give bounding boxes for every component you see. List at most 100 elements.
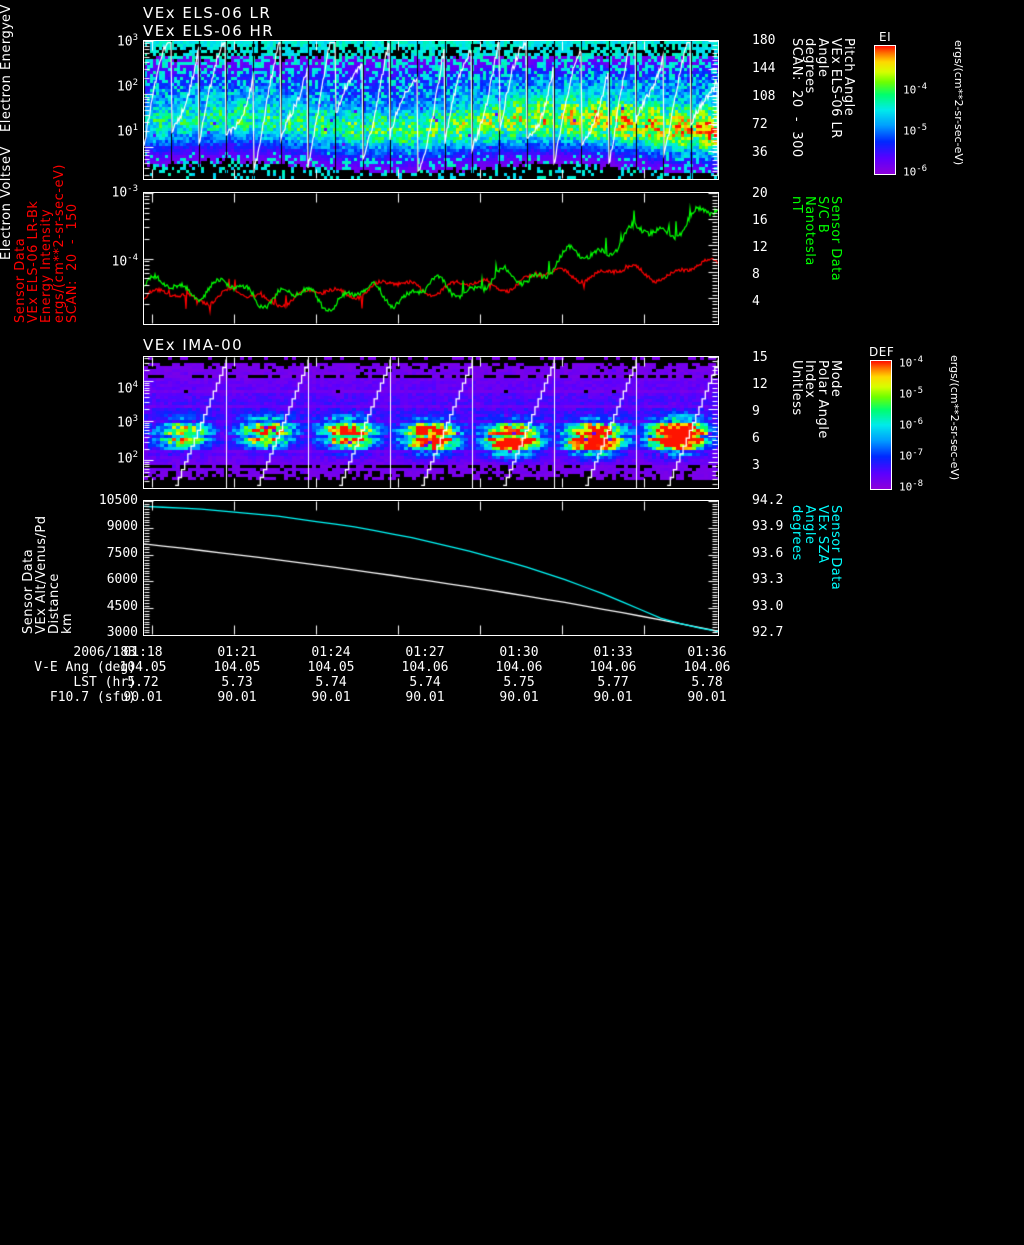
ima-right-label-line3: Unitless xyxy=(789,360,804,416)
ima-left-label-line1: eV xyxy=(0,146,14,165)
ima-right-tick-6: 6 xyxy=(752,431,760,446)
sza-right-tick-933: 93.3 xyxy=(752,572,784,587)
def-colorbar-title: DEF xyxy=(869,345,895,359)
els-left-axis-label: Electron Energy eV xyxy=(0,0,34,132)
bottom-cell-veang-5: 104.06 xyxy=(589,660,637,675)
els-right-axis-label: Pitch Angle VEx ELS-06 LR Angle degrees … xyxy=(789,38,856,184)
def-colorbar xyxy=(870,360,892,490)
b-right-label-line3: nT xyxy=(789,196,804,214)
ima-right-label-line1: Polar Angle xyxy=(815,360,830,439)
ei-left-label-line4: SCAN: 20 - 150 xyxy=(65,203,80,323)
els-right-tick-180: 180 xyxy=(752,33,776,48)
els-right-tick-144: 144 xyxy=(752,61,776,76)
sza-right-tick-927: 92.7 xyxy=(752,625,784,640)
energy-intensity-mag-panel[interactable] xyxy=(143,192,719,325)
ima-right-axis-label: Mode Polar Angle Index Unitless xyxy=(789,360,843,488)
bottom-cell-veang-4: 104.06 xyxy=(495,660,543,675)
panel1-title-lr: VEx ELS-06 LR xyxy=(143,4,272,22)
bottom-cell-lst-1: 5.73 xyxy=(221,675,253,690)
altitude-sza-panel[interactable] xyxy=(143,500,719,636)
altitude-sza-canvas xyxy=(144,501,718,635)
ima-left-axis-label: Electron Volts eV xyxy=(0,132,34,260)
bottom-row-label-date: 2006/183 xyxy=(73,645,136,660)
ima-right-tick-3: 3 xyxy=(752,458,760,473)
els-right-label-line1: VEx ELS-06 LR xyxy=(828,38,843,139)
ima-right-tick-12: 12 xyxy=(752,377,768,392)
bottom-cell-lst-6: 5.78 xyxy=(691,675,723,690)
bottom-row-label-f107: F10.7 (sfu) xyxy=(49,690,136,705)
def-colorbar-tick-1e-4: 10-4 xyxy=(899,355,924,370)
ima-right-tick-15: 15 xyxy=(752,350,768,365)
bottom-cell-time-5: 01:33 xyxy=(593,645,633,660)
els-left-axis-label-line1: eV xyxy=(0,3,14,22)
els-right-label-line0: Pitch Angle xyxy=(841,38,856,117)
def-colorbar-tick-1e-7: 10-7 xyxy=(899,448,924,463)
energy-intensity-mag-canvas xyxy=(144,193,718,324)
els-right-label-line4: SCAN: 20 - 300 xyxy=(789,38,804,158)
alt-ytick-7500: 7500 xyxy=(106,546,138,561)
ei-ytick-1e-3: 10-3 xyxy=(111,184,139,201)
alt-ytick-9000: 9000 xyxy=(106,519,138,534)
bottom-cell-veang-3: 104.06 xyxy=(401,660,449,675)
ei-colorbar-title: EI xyxy=(879,30,892,44)
panel3-title: VEx IMA-00 xyxy=(143,336,244,354)
els-right-tick-108: 108 xyxy=(752,89,776,104)
els-spectrogram-panel[interactable] xyxy=(143,40,719,180)
bottom-cell-veang-6: 104.06 xyxy=(683,660,731,675)
bottom-cell-f107-3: 90.01 xyxy=(405,690,445,705)
bottom-cell-time-2: 01:24 xyxy=(311,645,351,660)
ima-left-label-line0: Electron Volts xyxy=(0,164,14,260)
ei-colorbar-tick-1e-6: 10-6 xyxy=(903,164,928,179)
b-right-label-line2: Nanotesla xyxy=(802,196,817,266)
ima-ytick-1e2: 102 xyxy=(116,450,138,467)
sza-right-axis-label: Sensor Data VEx SZA Angle degrees xyxy=(789,505,843,633)
sza-right-tick-936: 93.6 xyxy=(752,546,784,561)
def-colorbar-tick-1e-8: 10-8 xyxy=(899,479,924,494)
els-ytick-1000: 103 xyxy=(116,33,138,50)
els-ytick-100: 102 xyxy=(116,78,138,95)
sza-right-label-line1: VEx SZA xyxy=(815,505,830,564)
ei-colorbar-tick-1e-5: 10-5 xyxy=(903,123,928,138)
panel1-title-hr: VEx ELS-06 HR xyxy=(143,22,275,40)
b-right-tick-8: 8 xyxy=(752,267,760,282)
ei-colorbar xyxy=(874,45,896,175)
bottom-cell-veang-1: 104.05 xyxy=(213,660,261,675)
bottom-cell-f107-0: 90.01 xyxy=(123,690,163,705)
bottom-cell-lst-4: 5.75 xyxy=(503,675,535,690)
alt-ytick-3000: 3000 xyxy=(106,625,138,640)
sza-right-tick-942: 94.2 xyxy=(752,493,784,508)
bottom-cell-f107-1: 90.01 xyxy=(217,690,257,705)
ima-spectrogram-canvas xyxy=(144,357,718,488)
bottom-cell-lst-5: 5.77 xyxy=(597,675,629,690)
sza-right-label-line2: Angle xyxy=(802,505,817,545)
sza-right-label-line0: Sensor Data xyxy=(828,505,843,591)
sza-right-tick-930: 93.0 xyxy=(752,599,784,614)
els-right-label-line2: Angle xyxy=(815,38,830,78)
bottom-cell-lst-3: 5.74 xyxy=(409,675,441,690)
bottom-cell-f107-5: 90.01 xyxy=(593,690,633,705)
b-right-tick-4: 4 xyxy=(752,294,760,309)
bottom-cell-lst-2: 5.74 xyxy=(315,675,347,690)
bottom-cell-f107-6: 90.01 xyxy=(687,690,727,705)
ima-spectrogram-panel[interactable] xyxy=(143,356,719,489)
ima-right-label-line0: Mode xyxy=(828,360,843,398)
def-colorbar-tick-1e-5: 10-5 xyxy=(899,386,924,401)
ima-right-tick-9: 9 xyxy=(752,404,760,419)
els-right-tick-36: 36 xyxy=(752,145,768,160)
els-ytick-10: 101 xyxy=(116,123,138,140)
ima-right-label-line2: Index xyxy=(802,360,817,399)
ima-ytick-1e3: 103 xyxy=(116,414,138,431)
ei-colorbar-tick-1e-4: 10-4 xyxy=(903,82,928,97)
bottom-cell-veang-2: 104.05 xyxy=(307,660,355,675)
b-right-tick-12: 12 xyxy=(752,240,768,255)
bottom-cell-veang-0: 104.05 xyxy=(119,660,167,675)
sza-right-tick-939: 93.9 xyxy=(752,519,784,534)
bottom-cell-time-1: 01:21 xyxy=(217,645,257,660)
els-spectrogram-canvas xyxy=(144,41,718,179)
bottom-cell-f107-4: 90.01 xyxy=(499,690,539,705)
alt-ytick-10500: 10500 xyxy=(98,493,138,508)
alt-left-axis-label: Sensor Data VEx Alt/Venus/Pd Distance km xyxy=(21,500,75,634)
alt-ytick-4500: 4500 xyxy=(106,599,138,614)
sza-right-label-line3: degrees xyxy=(789,505,804,561)
def-colorbar-unit: ergs/(cm**2-sr-sec-eV) xyxy=(948,355,961,481)
